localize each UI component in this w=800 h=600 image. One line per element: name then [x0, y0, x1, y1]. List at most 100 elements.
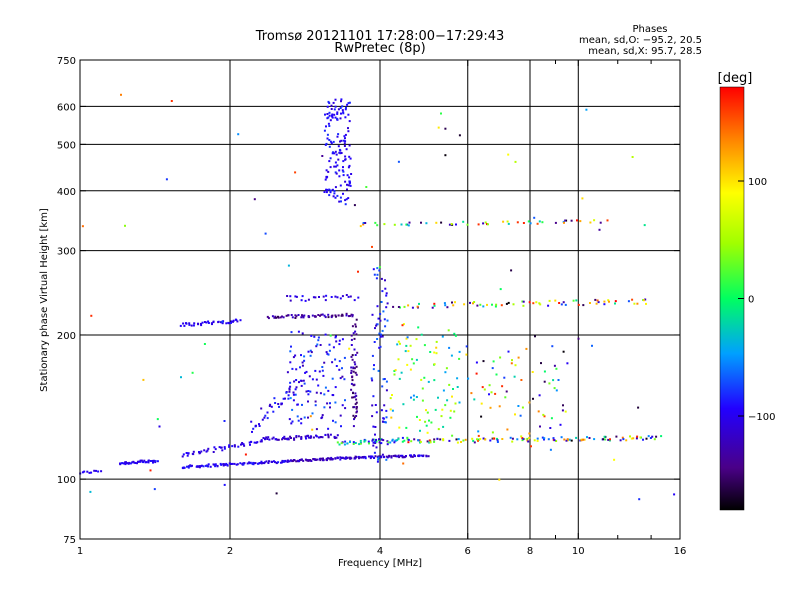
data-point	[471, 437, 474, 440]
data-point	[528, 401, 531, 404]
data-point	[328, 111, 331, 114]
data-point	[197, 465, 200, 468]
data-point	[365, 186, 368, 188]
data-point	[441, 335, 444, 338]
data-point	[355, 333, 358, 336]
data-point	[614, 302, 616, 305]
data-point	[331, 114, 333, 117]
data-point	[300, 422, 303, 425]
data-point	[158, 425, 161, 428]
x-tick-label: 2	[227, 546, 233, 557]
data-point	[519, 414, 522, 417]
data-point	[444, 154, 447, 157]
data-point	[522, 438, 525, 441]
data-point	[376, 460, 379, 463]
data-point	[312, 436, 315, 439]
data-point	[475, 372, 478, 375]
data-point	[325, 169, 328, 172]
data-point	[329, 189, 332, 192]
data-point	[142, 461, 145, 464]
data-point	[340, 100, 342, 103]
data-point	[341, 169, 344, 172]
data-point	[278, 405, 280, 408]
data-point	[315, 435, 318, 438]
data-point	[129, 462, 132, 465]
data-point	[350, 344, 353, 346]
data-point	[295, 386, 298, 389]
data-point	[538, 302, 541, 305]
data-point	[260, 439, 263, 442]
data-point	[220, 321, 222, 324]
data-point	[473, 398, 476, 401]
data-point	[188, 323, 191, 326]
data-point	[294, 354, 297, 357]
data-point	[282, 460, 285, 463]
data-point	[364, 222, 367, 224]
data-point	[539, 425, 541, 428]
data-point	[334, 358, 337, 361]
data-point	[294, 393, 297, 396]
data-point	[212, 463, 215, 466]
data-point	[408, 221, 411, 224]
data-point	[496, 437, 498, 440]
data-point	[397, 340, 400, 343]
data-point	[325, 188, 328, 191]
data-point	[413, 438, 416, 441]
data-point	[192, 324, 195, 327]
data-point	[495, 303, 498, 306]
data-point	[334, 457, 337, 460]
data-point	[258, 425, 261, 427]
data-point	[272, 436, 275, 439]
data-point	[410, 455, 412, 458]
data-point	[462, 439, 465, 442]
data-point	[243, 462, 246, 465]
data-point	[563, 438, 566, 441]
data-point	[199, 465, 202, 468]
data-point	[282, 316, 285, 319]
data-point	[333, 108, 336, 111]
data-point	[123, 462, 126, 465]
data-point	[401, 324, 404, 327]
data-point	[401, 440, 404, 443]
data-point	[309, 349, 312, 352]
data-point	[454, 402, 457, 405]
data-point	[440, 415, 443, 418]
data-point	[260, 460, 263, 463]
data-point	[332, 140, 335, 143]
data-point	[393, 370, 396, 372]
data-point	[373, 451, 376, 454]
data-point	[603, 435, 606, 438]
data-point	[336, 111, 339, 114]
data-point	[549, 448, 552, 451]
data-point	[411, 306, 414, 309]
data-point	[398, 426, 401, 429]
data-point	[554, 299, 557, 302]
data-point	[346, 457, 349, 460]
data-point	[347, 102, 350, 105]
data-point	[267, 317, 270, 320]
data-point	[267, 436, 270, 439]
data-point	[324, 333, 327, 336]
data-point	[271, 461, 273, 463]
data-point	[341, 338, 344, 341]
data-point	[385, 458, 388, 461]
data-point	[295, 315, 298, 318]
data-point	[363, 440, 366, 443]
data-point	[322, 457, 324, 460]
data-point	[350, 338, 353, 341]
data-point	[402, 403, 405, 406]
data-point	[346, 188, 348, 191]
data-point	[412, 394, 415, 397]
data-point	[240, 443, 242, 446]
data-point	[263, 462, 266, 465]
data-point	[547, 438, 550, 441]
data-point	[347, 184, 350, 187]
data-point	[450, 354, 453, 357]
data-point	[553, 364, 556, 367]
data-point	[286, 295, 289, 297]
data-point	[338, 360, 341, 363]
data-point	[319, 459, 322, 462]
data-point	[344, 137, 346, 140]
data-point	[300, 299, 303, 302]
data-point	[421, 387, 424, 390]
